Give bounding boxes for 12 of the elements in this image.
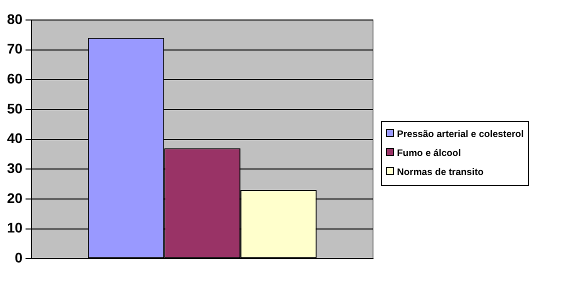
y-tick-label: 70 (6, 40, 23, 57)
y-tick-label: 50 (6, 100, 23, 116)
y-tick-label: 40 (6, 130, 23, 146)
y-tick-label: 10 (6, 220, 23, 236)
y-tick-label: 60 (6, 70, 23, 87)
y-tick-label: 20 (6, 190, 23, 206)
y-tick-label: 80 (6, 10, 23, 27)
y-tick-label: 0 (14, 249, 23, 266)
y-tick-label: 30 (6, 160, 23, 176)
legend-label: Pressão arterial e colesterol (396, 128, 524, 142)
legend-label: Normas de transito (396, 166, 485, 180)
legend-label: Fumo e álcool (396, 147, 462, 161)
